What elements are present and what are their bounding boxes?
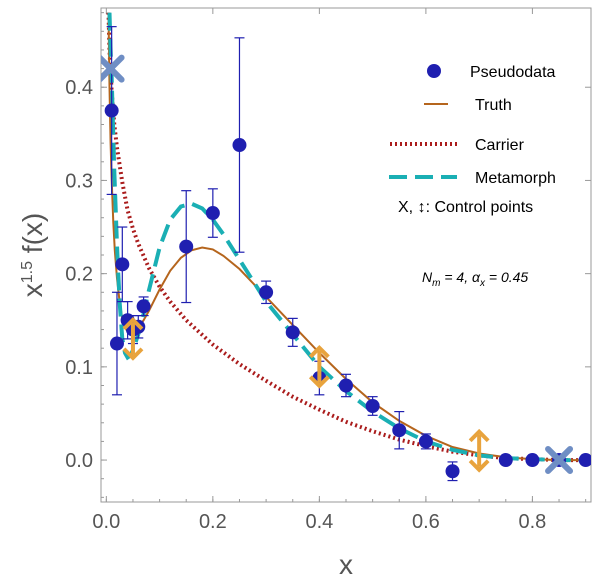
control-arrow-head-up	[122, 317, 144, 331]
axis-ticks: 0.0 0.2 0.4 0.6 0.8 0.0 0.1 0.2 0.3 0.4	[65, 8, 591, 533]
control-point-x	[101, 54, 125, 83]
control-point-arrow	[468, 428, 490, 473]
data-marker	[285, 325, 300, 340]
control-points	[101, 54, 574, 475]
control-point-arrow	[122, 317, 144, 361]
control-arrow-head-down	[468, 459, 490, 473]
data-marker	[365, 398, 380, 413]
pseudodata-series	[104, 26, 591, 482]
control-x-stroke	[101, 54, 125, 83]
data-point	[525, 453, 540, 468]
data-marker	[205, 206, 220, 221]
x-tick-label: 0.6	[412, 511, 440, 533]
y-tick-label: 0.4	[65, 77, 93, 99]
y-tick-label: 0.1	[65, 357, 93, 379]
x-tick-label: 0.2	[199, 511, 227, 533]
data-point	[115, 226, 130, 303]
control-point-arrow	[308, 345, 330, 389]
legend-label-pseudodata: Pseudodata	[470, 64, 556, 81]
data-point	[179, 190, 194, 304]
data-point	[365, 396, 380, 416]
x-axis-title: x	[339, 549, 353, 578]
data-point	[259, 280, 274, 305]
data-point	[339, 373, 353, 398]
y-axis-title: x1.5 f(x)	[17, 213, 48, 297]
data-marker	[445, 464, 460, 479]
legend-label-carrier: Carrier	[475, 137, 525, 154]
data-marker	[525, 453, 540, 468]
x-tick-label: 0.4	[305, 511, 333, 533]
data-point	[104, 26, 119, 196]
legend: Pseudodata Truth Carrier X, ↕: Control p…	[389, 64, 556, 216]
data-point	[445, 461, 460, 482]
data-marker	[498, 453, 513, 468]
data-marker	[418, 434, 433, 449]
control-arrow-head-up	[308, 345, 330, 359]
control-arrow-head-down	[122, 347, 144, 361]
y-tick-label: 0.3	[65, 170, 93, 192]
data-point	[136, 296, 151, 317]
data-marker	[339, 378, 353, 393]
data-point	[578, 453, 591, 468]
plot-frame	[100, 7, 592, 503]
control-points-label: X, ↕: Control points	[398, 199, 533, 216]
data-marker	[109, 336, 124, 351]
data-marker	[104, 103, 119, 118]
control-x-stroke	[545, 446, 574, 475]
data-point	[392, 410, 407, 450]
x-tick-label: 0.8	[519, 511, 547, 533]
control-arrow-head-down	[308, 375, 330, 389]
data-marker	[578, 453, 591, 468]
annotation: Nm = 4, αx = 0.45	[422, 269, 528, 289]
plot-area	[101, 12, 591, 482]
data-point	[498, 453, 513, 468]
legend-label-truth: Truth	[475, 97, 512, 114]
data-point	[418, 433, 433, 450]
data-marker	[392, 423, 407, 438]
data-marker	[232, 138, 247, 153]
x-tick-label: 0.0	[92, 511, 120, 533]
data-marker	[136, 299, 151, 314]
y-tick-label: 0.0	[65, 450, 93, 472]
plot-border	[100, 7, 592, 503]
data-point	[109, 291, 124, 396]
legend-label-metamorph-text: Metamorph	[475, 170, 556, 187]
legend-marker-pseudodata	[427, 64, 441, 78]
data-point	[205, 188, 220, 238]
data-marker	[179, 239, 194, 254]
y-tick-label: 0.2	[65, 264, 93, 286]
data-point	[285, 317, 300, 347]
data-point	[232, 37, 247, 253]
data-marker	[115, 257, 130, 272]
control-arrow-head-up	[468, 428, 490, 443]
control-point-x	[545, 446, 574, 475]
data-marker	[259, 285, 274, 300]
